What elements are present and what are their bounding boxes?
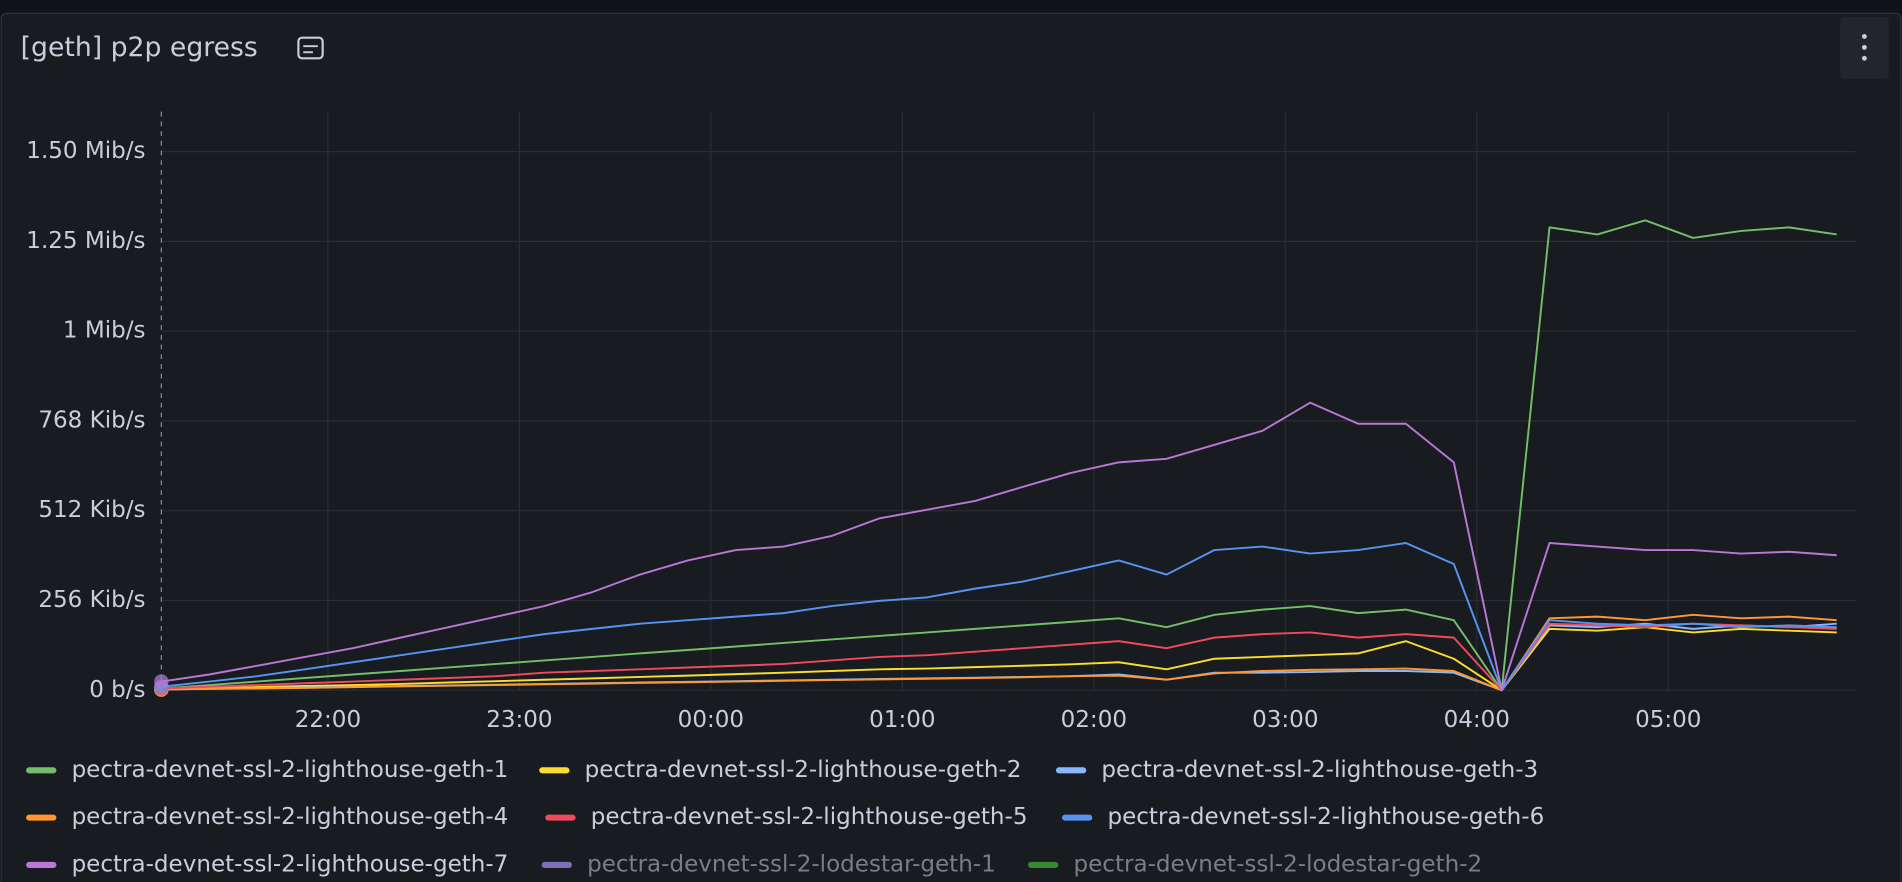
series-line bbox=[161, 613, 1837, 692]
legend-item[interactable]: pectra-devnet-ssl-2-lighthouse-geth-6 bbox=[1061, 804, 1544, 830]
x-tick-label: 04:00 bbox=[1444, 707, 1510, 733]
x-tick-label: 22:00 bbox=[295, 707, 361, 733]
series-start-dot bbox=[154, 674, 169, 689]
legend-item[interactable]: pectra-devnet-ssl-2-lighthouse-geth-1 bbox=[26, 757, 509, 783]
y-tick-label: 256 Kib/s bbox=[38, 587, 145, 613]
x-tick-label: 03:00 bbox=[1252, 707, 1318, 733]
y-tick-label: 1 Mib/s bbox=[63, 318, 146, 344]
plot-lines bbox=[154, 219, 1837, 697]
legend-item[interactable]: pectra-devnet-ssl-2-lighthouse-geth-7 bbox=[26, 851, 509, 877]
x-tick-label: 01:00 bbox=[869, 707, 935, 733]
panel-background bbox=[0, 12, 1902, 882]
description-icon[interactable] bbox=[297, 36, 324, 60]
legend-item[interactable]: pectra-devnet-ssl-2-lighthouse-geth-2 bbox=[539, 757, 1022, 783]
grid: 0 b/s 256 Kib/s 512 Kib/s 768 Kib/s 1 Mib/s 1… bbox=[26, 111, 1856, 733]
y-tick-label: 0 b/s bbox=[89, 677, 145, 703]
y-tick-label: 768 Kib/s bbox=[38, 407, 145, 433]
legend-label: pectra-devnet-ssl-2-lighthouse-geth-1 bbox=[72, 757, 509, 783]
series-line bbox=[161, 219, 1837, 692]
legend-label: pectra-devnet-ssl-2-lodestar-geth-1 bbox=[587, 851, 996, 877]
y-tick-label: 1.50 Mib/s bbox=[26, 138, 145, 164]
legend-item[interactable]: pectra-devnet-ssl-2-lighthouse-geth-4 bbox=[26, 804, 509, 830]
series-line bbox=[161, 542, 1837, 692]
x-tick-label: 00:00 bbox=[678, 707, 744, 733]
legend-item[interactable]: pectra-devnet-ssl-2-lighthouse-geth-3 bbox=[1055, 757, 1538, 783]
panel-menu-button[interactable] bbox=[1840, 17, 1889, 79]
x-tick-label: 23:00 bbox=[486, 707, 552, 733]
y-tick-label: 1.25 Mib/s bbox=[26, 228, 145, 254]
x-tick-label: 02:00 bbox=[1061, 707, 1127, 733]
series-line bbox=[161, 626, 1837, 692]
legend-item[interactable]: pectra-devnet-ssl-2-lighthouse-geth-5 bbox=[545, 804, 1028, 830]
legend-label: pectra-devnet-ssl-2-lighthouse-geth-4 bbox=[72, 804, 509, 830]
legend-label: pectra-devnet-ssl-2-lighthouse-geth-5 bbox=[591, 804, 1028, 830]
series-line bbox=[161, 622, 1837, 692]
y-tick-label: 512 Kib/s bbox=[38, 497, 145, 523]
legend-label: pectra-devnet-ssl-2-lighthouse-geth-6 bbox=[1107, 804, 1544, 830]
legend-label: pectra-devnet-ssl-2-lodestar-geth-2 bbox=[1074, 851, 1483, 877]
legend-label: pectra-devnet-ssl-2-lighthouse-geth-3 bbox=[1101, 757, 1538, 783]
legend-label: pectra-devnet-ssl-2-lighthouse-geth-7 bbox=[72, 851, 509, 877]
legend: pectra-devnet-ssl-2-lighthouse-geth-1 pec… bbox=[26, 757, 1544, 877]
legend-item[interactable]: pectra-devnet-ssl-2-lodestar-geth-2 bbox=[1028, 851, 1483, 877]
series-line bbox=[161, 401, 1837, 692]
panel-title: [geth] p2p egress bbox=[21, 32, 258, 63]
x-tick-label: 05:00 bbox=[1635, 707, 1701, 733]
legend-item[interactable]: pectra-devnet-ssl-2-lodestar-geth-1 bbox=[541, 851, 996, 877]
legend-label: pectra-devnet-ssl-2-lighthouse-geth-2 bbox=[585, 757, 1022, 783]
